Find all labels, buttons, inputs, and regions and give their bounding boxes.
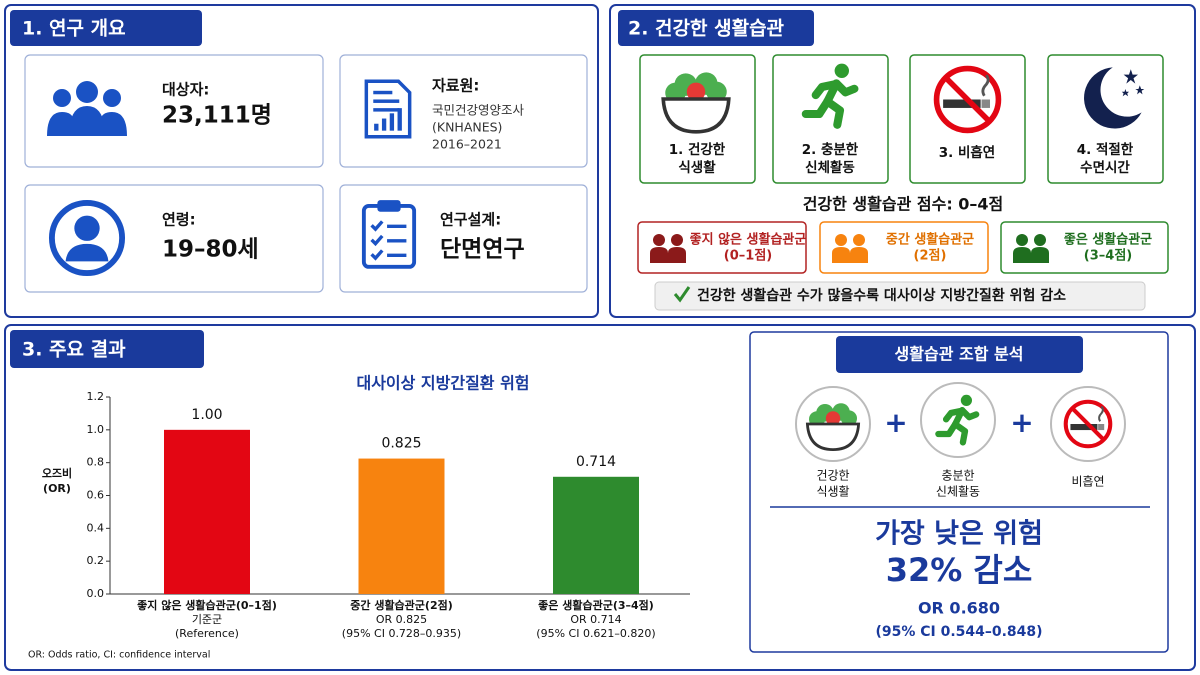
group-label: (2점)	[914, 249, 947, 264]
group-label: (0–1점)	[724, 249, 772, 264]
habit-label: 4. 적절한	[1077, 141, 1134, 158]
habit-card	[772, 54, 889, 184]
bar	[164, 429, 250, 594]
badge	[10, 10, 202, 46]
card	[24, 54, 324, 168]
y-tick-label: 1.0	[87, 423, 105, 436]
group-label: 좋은 생활습관군	[1064, 232, 1152, 248]
group-label: 좋지 않은 생활습관군	[690, 232, 807, 248]
habit-label: 3. 비흡연	[939, 144, 995, 161]
y-tick-label: 1.2	[87, 390, 105, 403]
group-label: 중간 생활습관군	[886, 232, 974, 248]
icon	[937, 69, 999, 131]
headline: 가장 낮은 위험	[875, 519, 1043, 550]
x-tick-note: OR 0.825	[376, 613, 427, 626]
x-tick-note: 기준군	[192, 613, 222, 626]
x-tick-note: (95% CI 0.728–0.935)	[342, 627, 461, 640]
icon	[1066, 402, 1111, 447]
bar-chart: 0.0 0.2 0.4 0.6 0.8 1.0 1.2 1.00 좋지 않은 생활습관군(0–1…	[87, 390, 690, 640]
bar	[358, 458, 445, 594]
habit-label: 1. 건강한	[669, 141, 726, 158]
y-tick-label: 0.0	[87, 587, 105, 600]
bar	[553, 476, 639, 594]
note: 건강한 생활습관 수가 많을수록 대사이상 지방간질환 위험 감소	[697, 287, 1066, 304]
x-tick-note: OR 0.714	[570, 613, 621, 626]
value-label: 0.825	[381, 436, 421, 452]
y-tick-label: 0.8	[87, 456, 105, 469]
x-tick-label: 좋은 생활습관군(3–4점)	[538, 598, 654, 612]
combo-label: 건강한	[816, 469, 849, 483]
card-label: 연구설계:	[440, 211, 501, 229]
combo-label: 비흡연	[1071, 475, 1104, 489]
card-label: 자료원:	[432, 77, 479, 95]
icon	[364, 79, 412, 139]
chart-title: 대사이상 지방간질환 위험	[356, 374, 529, 393]
card-line: (KNHANES)	[432, 120, 502, 135]
value-label: 1.00	[191, 407, 222, 423]
y-axis-label: 오즈비	[42, 466, 72, 480]
value-label: 0.714	[576, 454, 616, 470]
badge	[618, 10, 814, 46]
habit-label: 2. 충분한	[802, 142, 859, 158]
combo-title: 생활습관 조합 분석	[895, 345, 1024, 364]
y-tick-label: 0.2	[87, 554, 105, 567]
combo-label: 신체활동	[936, 485, 980, 499]
check-icon	[673, 286, 691, 303]
score: 건강한 생활습관 점수: 0–4점	[803, 195, 1004, 214]
card-label: 대상자:	[162, 81, 209, 99]
odds-ratio: OR 0.680	[918, 599, 1000, 618]
badge	[836, 336, 1083, 373]
footnote: OR: Odds ratio, CI: confidence interval	[28, 650, 210, 661]
y-tick-label: 0.6	[87, 489, 105, 502]
section-title: 1. 연구 개요	[22, 18, 126, 40]
group-label: (3–4점)	[1084, 249, 1132, 264]
habit-label: 신체활동	[805, 159, 855, 176]
section-title: 3. 주요 결과	[22, 339, 126, 361]
combo-label: 충분한	[941, 469, 974, 483]
card-value: 19–80세	[162, 237, 259, 263]
confidence-interval: (95% CI 0.544–0.848)	[875, 624, 1042, 640]
plus: +	[1010, 406, 1033, 439]
x-tick-label: 좋지 않은 생활습관군(0–1점)	[137, 598, 277, 612]
reduction: 32% 감소	[886, 551, 1033, 589]
x-tick-note: (95% CI 0.621–0.820)	[536, 627, 655, 640]
card-value: 23,111명	[162, 103, 272, 129]
card-line: 2016–2021	[432, 137, 502, 152]
combo-label: 식생활	[816, 485, 849, 499]
badge	[10, 330, 204, 368]
section-title: 2. 건강한 생활습관	[628, 18, 785, 40]
habit-label: 식생활	[678, 159, 716, 176]
card-value: 단면연구	[440, 237, 525, 263]
habit-label: 수면시간	[1080, 159, 1130, 176]
note-box	[654, 281, 1146, 311]
x-tick-label: 중간 생활습관군(2점)	[350, 598, 453, 612]
icon	[361, 198, 417, 269]
plus: +	[884, 406, 907, 439]
x-tick-note: (Reference)	[175, 627, 239, 640]
icon	[52, 203, 122, 273]
card-label: 연령:	[162, 211, 196, 229]
y-tick-label: 0.4	[87, 521, 105, 534]
y-axis-label: (OR)	[43, 482, 71, 495]
card-line: 국민건강영양조사	[432, 103, 525, 118]
